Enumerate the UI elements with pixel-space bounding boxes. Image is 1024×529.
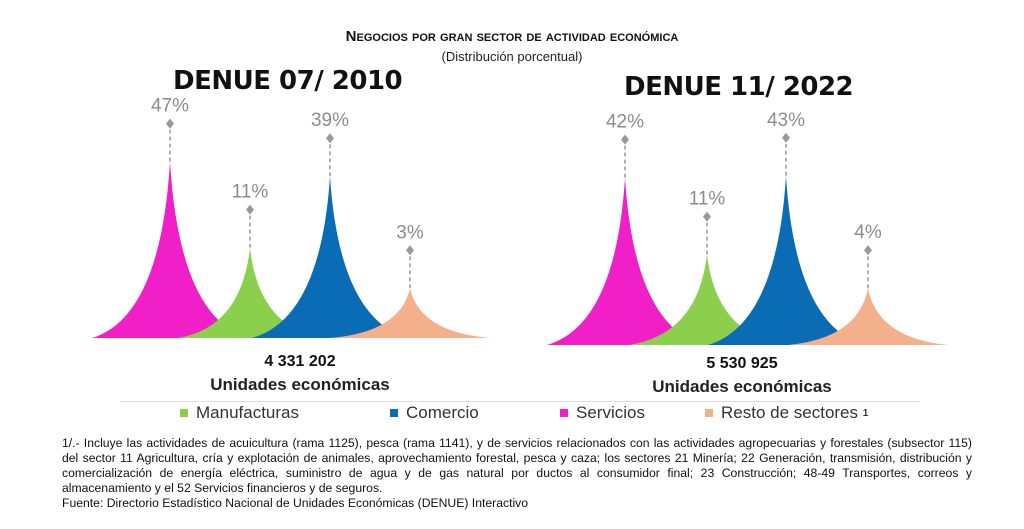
diamond-marker bbox=[864, 245, 872, 256]
chart-subtitle: (Distribución porcentual) bbox=[441, 49, 583, 64]
panel-title-2022: DENUE 11/ 2022 bbox=[624, 72, 854, 102]
units-label-2010: Unidades económicas bbox=[210, 375, 390, 394]
peak-resto-de-sectores bbox=[788, 288, 948, 345]
peak-manufacturas bbox=[629, 254, 785, 345]
legend-label: Comercio bbox=[406, 403, 479, 422]
units-label-2022: Unidades económicas bbox=[652, 377, 832, 396]
peak-manufacturas bbox=[178, 247, 322, 338]
data-label: 47% bbox=[151, 96, 189, 117]
peaks-chart: 47% 11% 39% 3% 42% 11% 43% 4% bbox=[92, 96, 948, 345]
diamond-marker bbox=[246, 204, 254, 215]
data-label: 11% bbox=[232, 182, 269, 203]
chart-title: Negocios por gran sector de actividad ec… bbox=[345, 28, 679, 45]
diamond-marker bbox=[406, 245, 414, 256]
total-2022: 5 530 925 bbox=[706, 355, 778, 372]
legend-label: Servicios bbox=[576, 403, 645, 422]
peak-resto-de-sectores bbox=[330, 288, 490, 338]
legend-swatch bbox=[390, 409, 398, 417]
legend-label: Resto de sectores bbox=[721, 403, 859, 422]
diamond-marker bbox=[326, 133, 334, 144]
data-label: 42% bbox=[606, 112, 644, 133]
footnote-text: 1/.- Incluye las actividades de acuicult… bbox=[62, 436, 972, 495]
data-label: 11% bbox=[689, 189, 726, 210]
legend-item-manufacturas: Manufacturas bbox=[180, 403, 390, 423]
diamond-marker bbox=[782, 132, 790, 143]
peak-comercio bbox=[252, 176, 408, 338]
diamond-marker bbox=[621, 134, 629, 145]
legend: Manufacturas Comercio Servicios Resto de… bbox=[180, 403, 940, 423]
data-label: 39% bbox=[311, 110, 349, 131]
footnote-marker: 1 bbox=[862, 407, 869, 419]
data-label: 3% bbox=[396, 222, 424, 243]
legend-swatch bbox=[560, 409, 568, 417]
panel-title-2010: DENUE 07/ 2010 bbox=[173, 66, 403, 96]
footnote: 1/.- Incluye las actividades de acuicult… bbox=[62, 436, 972, 511]
divider bbox=[120, 401, 920, 402]
legend-label: Manufacturas bbox=[196, 403, 299, 422]
diamond-marker bbox=[166, 118, 174, 129]
data-label: 43% bbox=[767, 110, 805, 131]
legend-item-comercio: Comercio bbox=[390, 403, 560, 423]
legend-item-servicios: Servicios bbox=[560, 403, 705, 423]
peak-servicios bbox=[92, 161, 248, 338]
legend-item-resto: Resto de sectores 1 bbox=[705, 403, 868, 423]
legend-swatch bbox=[180, 409, 188, 417]
legend-swatch bbox=[705, 409, 713, 417]
source-text: Fuente: Directorio Estadístico Nacional … bbox=[62, 496, 529, 510]
data-label: 4% bbox=[854, 222, 882, 243]
peak-servicios bbox=[547, 177, 703, 345]
peak-comercio bbox=[708, 175, 864, 345]
total-2010: 4 331 202 bbox=[264, 353, 336, 370]
diamond-marker bbox=[703, 211, 711, 222]
